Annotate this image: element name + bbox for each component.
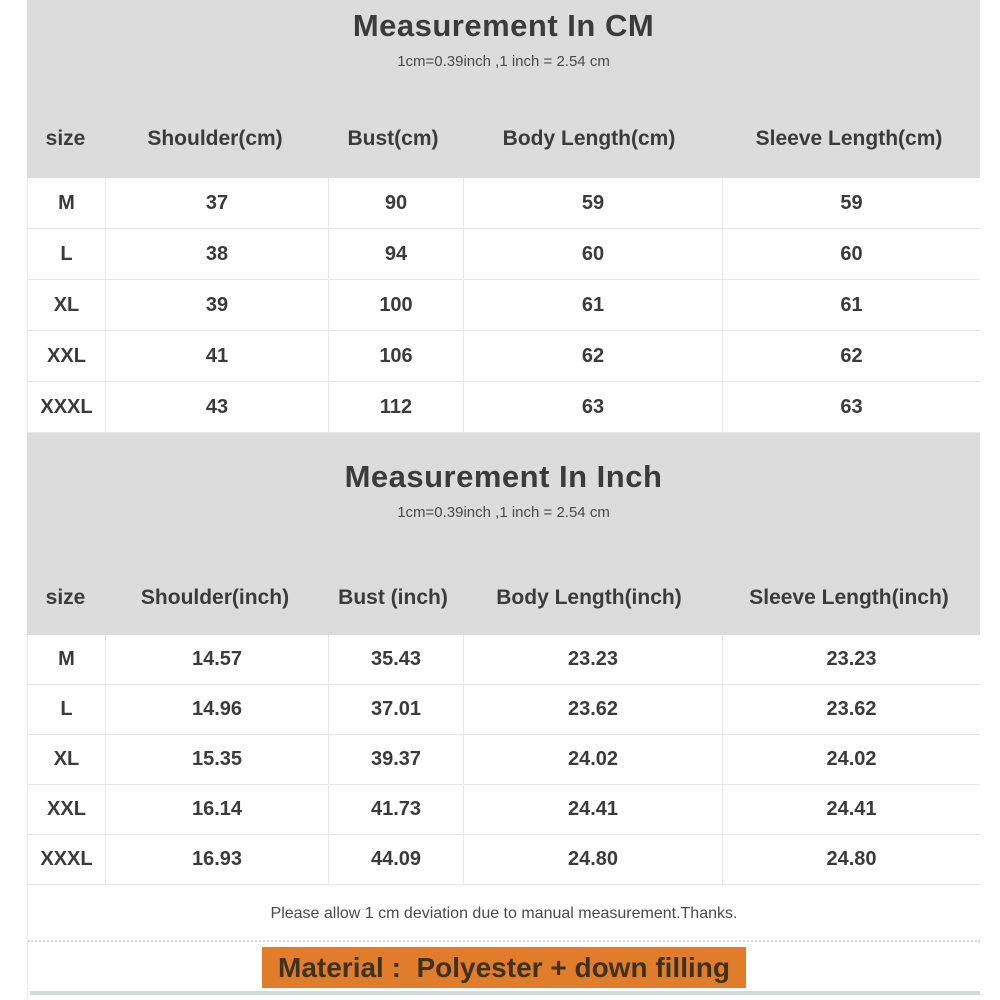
sleeve-length-value: 23.62	[826, 698, 877, 720]
cm-table-body: M 37 90 59 59 L 38 94 60 60 XL 39 100	[27, 178, 980, 433]
shoulder-value: 14.57	[106, 635, 329, 684]
body-length-value: 24.02	[464, 735, 723, 784]
cm-header-bust: Bust(cm)	[347, 127, 439, 150]
inch-title-block: Measurement In Inch 1cm=0.39inch ,1 inch…	[27, 433, 980, 560]
bust-value: 94	[329, 229, 464, 279]
table-row-xl-inch: XL 15.35 39.37 24.02 24.02	[28, 735, 980, 785]
body-length-value: 62	[464, 331, 723, 381]
body-length-value: 23.62	[464, 685, 723, 734]
body-length-value: 63	[464, 382, 723, 432]
cm-header-sleeve-length: Sleeve Length(cm)	[755, 127, 943, 150]
bust-value: 35.43	[329, 635, 464, 684]
table-row-xxl-inch: XXL 16.14 41.73 24.41 24.41	[28, 785, 980, 835]
material-row: Material : Polyester + down filling	[28, 947, 980, 988]
body-length-value: 60	[464, 229, 723, 279]
table-row-m-cm: M 37 90 59 59	[28, 178, 980, 229]
sleeve-length-value: 24.02	[826, 748, 877, 770]
sleeve-length-value: 24.41	[826, 798, 877, 820]
size-label: XXL	[28, 331, 106, 381]
shoulder-value: 39	[106, 280, 329, 330]
shoulder-value: 41	[106, 331, 329, 381]
size-label: XXXL	[28, 835, 106, 884]
sleeve-length-value: 63	[840, 395, 863, 418]
bust-value: 41.73	[329, 785, 464, 834]
inch-section-title: Measurement In Inch	[344, 459, 663, 494]
bust-value: 44.09	[329, 835, 464, 884]
size-label: XL	[28, 735, 106, 784]
inch-header-size: size	[45, 585, 86, 609]
bust-value: 37.01	[329, 685, 464, 734]
shoulder-value: 38	[106, 229, 329, 279]
shoulder-value: 16.93	[106, 835, 329, 884]
inch-header-body-length: Body Length(inch)	[496, 585, 682, 609]
bust-value: 100	[329, 280, 464, 330]
cm-section-title: Measurement In CM	[352, 8, 655, 43]
table-row-l-inch: L 14.96 37.01 23.62 23.62	[28, 685, 980, 735]
cm-section-subtitle: 1cm=0.39inch ,1 inch = 2.54 cm	[397, 53, 610, 70]
table-row-xxxl-inch: XXXL 16.93 44.09 24.80 24.80	[28, 835, 980, 885]
size-label: M	[28, 178, 106, 228]
size-label: L	[28, 229, 106, 279]
sleeve-length-value: 62	[840, 344, 863, 367]
sleeve-length-value: 24.80	[826, 848, 877, 870]
bust-value: 106	[329, 331, 464, 381]
cm-section: Measurement In CM 1cm=0.39inch ,1 inch =…	[27, 0, 980, 433]
bottom-edge-line	[30, 991, 980, 995]
cm-title-block: Measurement In CM 1cm=0.39inch ,1 inch =…	[27, 0, 980, 100]
body-length-value: 24.80	[464, 835, 723, 884]
bust-value: 112	[329, 382, 464, 432]
size-chart-content: Measurement In CM 1cm=0.39inch ,1 inch =…	[27, 0, 980, 1000]
shoulder-value: 14.96	[106, 685, 329, 734]
size-label: XXL	[28, 785, 106, 834]
body-length-value: 61	[464, 280, 723, 330]
size-label: L	[28, 685, 106, 734]
shoulder-value: 15.35	[106, 735, 329, 784]
deviation-note: Please allow 1 cm deviation due to manua…	[270, 905, 738, 922]
shoulder-value: 37	[106, 178, 329, 228]
cm-header-size: size	[45, 127, 86, 150]
bust-value: 39.37	[329, 735, 464, 784]
table-row-xxxl-cm: XXXL 43 112 63 63	[28, 382, 980, 433]
body-length-value: 59	[464, 178, 723, 228]
inch-header-sleeve-length: Sleeve Length(inch)	[749, 585, 949, 609]
inch-header-shoulder: Shoulder(inch)	[140, 585, 290, 609]
dotted-divider	[28, 940, 980, 942]
footer: Please allow 1 cm deviation due to manua…	[27, 885, 980, 1000]
size-label: XXXL	[28, 382, 106, 432]
shoulder-value: 43	[106, 382, 329, 432]
inch-table-body: M 14.57 35.43 23.23 23.23 L 14.96 37.01 …	[27, 635, 980, 885]
bust-value: 90	[329, 178, 464, 228]
body-length-value: 23.23	[464, 635, 723, 684]
sleeve-length-value: 59	[840, 191, 863, 214]
sleeve-length-value: 23.23	[826, 648, 877, 670]
sleeve-length-value: 61	[840, 293, 863, 316]
cm-table-header-row: size Shoulder(cm) Bust(cm) Body Length(c…	[27, 100, 980, 178]
cm-header-body-length: Body Length(cm)	[502, 127, 676, 150]
body-length-value: 24.41	[464, 785, 723, 834]
table-row-xxl-cm: XXL 41 106 62 62	[28, 331, 980, 382]
table-row-l-cm: L 38 94 60 60	[28, 229, 980, 280]
size-label: M	[28, 635, 106, 684]
inch-section: Measurement In Inch 1cm=0.39inch ,1 inch…	[27, 433, 980, 885]
table-row-m-inch: M 14.57 35.43 23.23 23.23	[28, 635, 980, 685]
shoulder-value: 16.14	[106, 785, 329, 834]
size-label: XL	[28, 280, 106, 330]
inch-section-subtitle: 1cm=0.39inch ,1 inch = 2.54 cm	[397, 504, 610, 521]
sleeve-length-value: 60	[840, 242, 863, 265]
cm-header-shoulder: Shoulder(cm)	[147, 127, 283, 150]
table-row-xl-cm: XL 39 100 61 61	[28, 280, 980, 331]
inch-header-bust: Bust (inch)	[338, 585, 448, 609]
inch-table-header-row: size Shoulder(inch) Bust (inch) Body Len…	[27, 560, 980, 635]
material-highlight: Material : Polyester + down filling	[262, 947, 746, 988]
